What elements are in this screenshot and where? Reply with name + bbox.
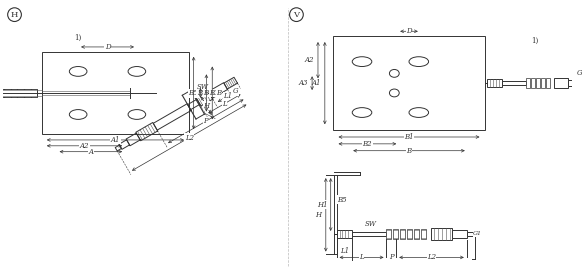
Text: B4: B4 [204,89,213,97]
Text: H: H [315,211,321,219]
Bar [531,78,535,88]
Text: A1: A1 [111,136,120,144]
Bar [487,79,502,87]
Text: H1: H1 [318,201,328,209]
Bar [421,229,425,239]
Text: G: G [233,87,239,95]
Bar [0,89,37,97]
Bar [554,78,567,88]
Bar [502,81,527,85]
Text: A2: A2 [304,56,314,64]
Text: L1: L1 [340,247,349,255]
Text: L: L [359,253,364,261]
Text: H: H [11,11,18,19]
Bar [352,232,386,236]
Text: B1: B1 [404,133,414,141]
Bar [452,230,467,238]
Text: L1: L1 [223,92,232,100]
Bar [541,78,545,88]
Text: P: P [389,253,394,261]
Text: A2: A2 [80,142,89,150]
Text: P: P [203,117,208,125]
Text: SW: SW [365,220,377,228]
Text: B5: B5 [336,196,346,204]
Text: B2: B2 [363,140,372,148]
Bar [393,229,398,239]
Text: 1): 1) [531,37,538,45]
Text: B3: B3 [210,89,219,97]
Text: D: D [406,27,412,35]
Bar [527,78,530,88]
Text: B: B [406,147,411,155]
Bar [546,78,550,88]
Text: L2: L2 [184,134,194,142]
Bar [536,78,540,88]
Bar [336,230,352,238]
Text: H: H [203,102,210,110]
Text: L2: L2 [427,253,436,261]
Bar [42,52,189,134]
Bar [333,36,485,130]
Bar [400,229,405,239]
Text: 1): 1) [74,34,82,42]
Text: B1: B1 [197,89,206,97]
Bar [467,232,474,236]
Text: A1: A1 [311,79,321,87]
Text: L: L [222,100,227,108]
Bar [431,228,452,240]
Bar [386,229,391,239]
Text: G1: G1 [473,232,482,236]
Text: A: A [88,148,93,156]
Bar [414,229,419,239]
Text: B: B [217,89,222,97]
Bar [407,229,412,239]
Text: SW: SW [196,83,208,91]
Text: V: V [293,11,299,19]
Text: B5: B5 [189,89,198,97]
Bar [567,80,576,86]
Text: A3: A3 [299,79,308,87]
Text: G: G [577,69,582,77]
Text: D: D [105,43,111,51]
